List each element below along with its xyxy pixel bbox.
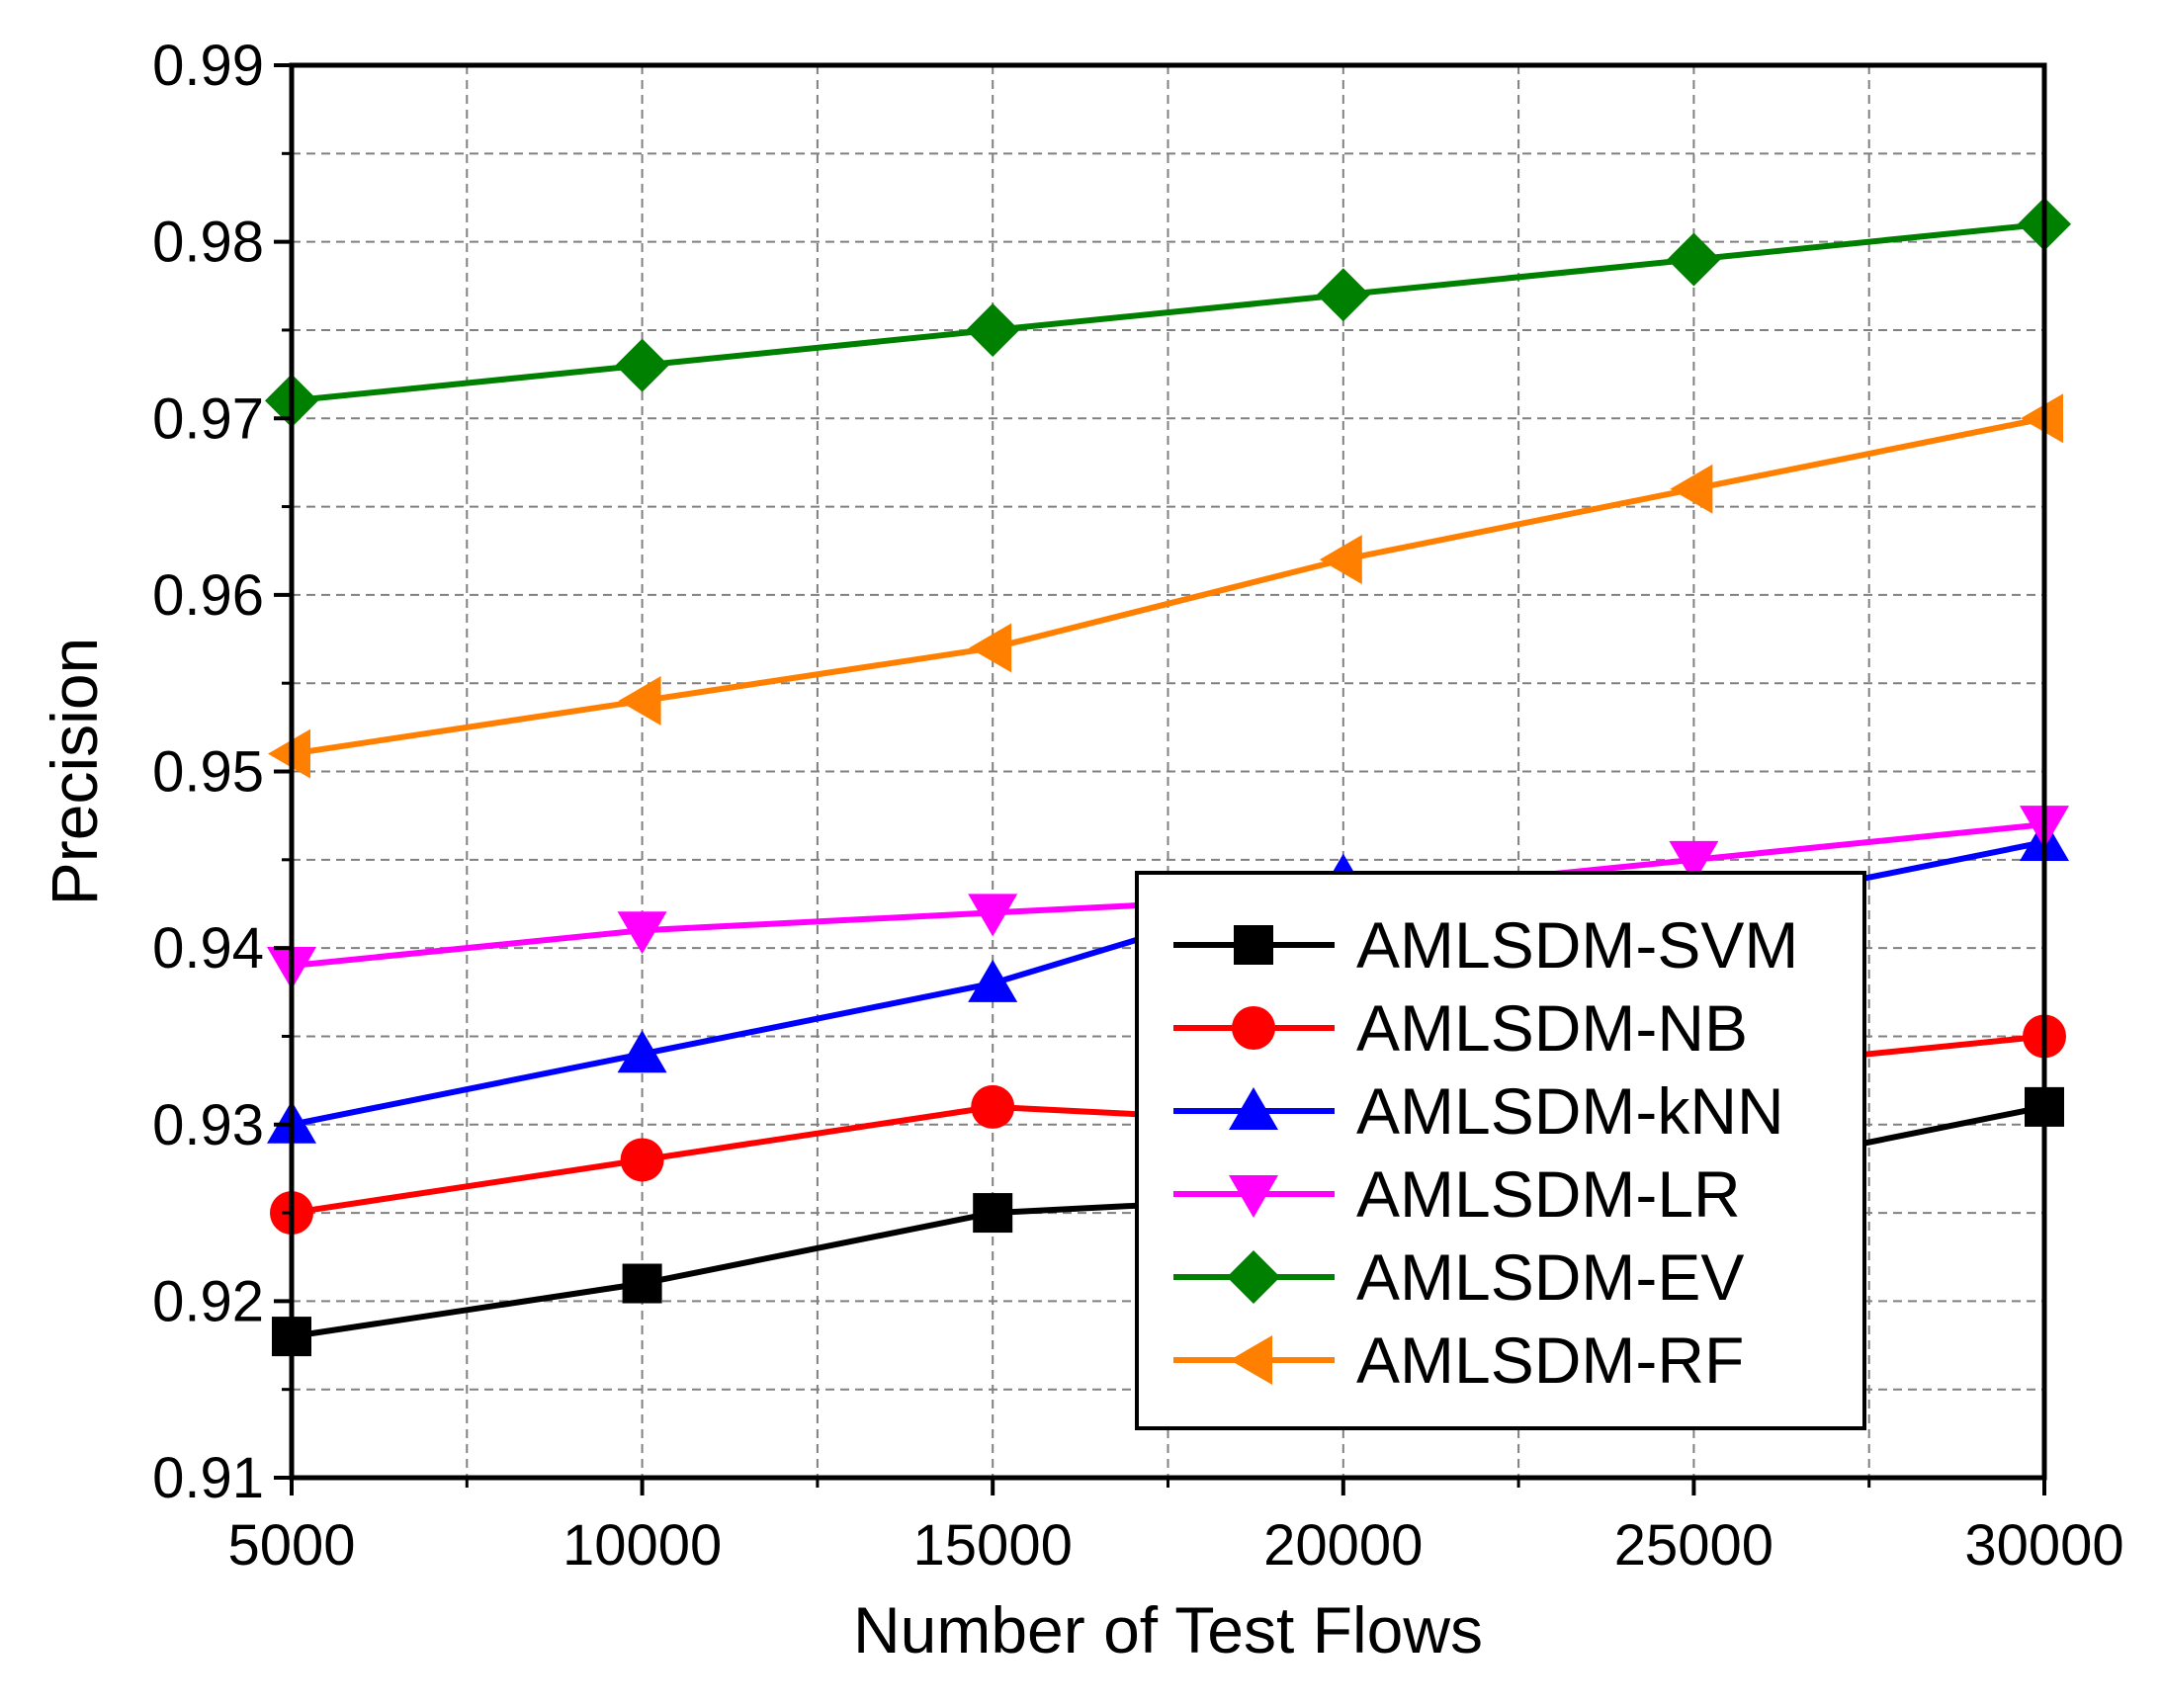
legend-label-amlsdm-knn: AMLSDM-kNN: [1356, 1074, 1784, 1148]
data-point-amlsdm-nb: [971, 1084, 1015, 1129]
x-tick-label: 30000: [1964, 1513, 2123, 1578]
legend-label-amlsdm-rf: AMLSDM-RF: [1356, 1324, 1744, 1397]
data-point-amlsdm-lr: [968, 894, 1018, 937]
y-tick-label: 0.93: [152, 1093, 264, 1157]
x-tick-label: 25000: [1614, 1513, 1773, 1578]
series-amlsdm-ev: [265, 197, 2071, 428]
legend-marker-amlsdm-nb: [1232, 1006, 1275, 1050]
data-point-amlsdm-nb: [620, 1138, 664, 1182]
x-tick-label: 20000: [1263, 1513, 1423, 1578]
legend-label-amlsdm-svm: AMLSDM-SVM: [1356, 908, 1798, 982]
y-tick-label: 0.95: [152, 740, 264, 805]
legend-label-amlsdm-lr: AMLSDM-LR: [1356, 1157, 1741, 1231]
series-amlsdm-rf: [268, 393, 2063, 779]
series-line-amlsdm-ev: [291, 220, 2045, 404]
data-point-amlsdm-svm: [973, 1193, 1013, 1234]
y-tick-label: 0.99: [152, 34, 264, 98]
legend-marker-amlsdm-lr: [1229, 1175, 1278, 1218]
data-point-amlsdm-rf: [618, 676, 661, 726]
series-line-amlsdm-rf: [291, 415, 2045, 757]
y-axis-title: Precision: [38, 638, 111, 905]
data-point-amlsdm-svm: [622, 1263, 662, 1304]
legend-box: [1135, 871, 1866, 1430]
data-point-amlsdm-rf: [1670, 464, 1713, 514]
y-tick-label: 0.94: [152, 916, 264, 981]
y-tick-label: 0.96: [152, 563, 264, 628]
data-point-amlsdm-knn: [968, 959, 1018, 1002]
x-axis-title: Number of Test Flows: [853, 1593, 1483, 1666]
x-tick-label: 10000: [562, 1513, 722, 1578]
legend-label-amlsdm-ev: AMLSDM-EV: [1356, 1240, 1744, 1314]
data-point-amlsdm-ev: [615, 338, 669, 392]
legend-marker-amlsdm-rf: [1230, 1335, 1272, 1385]
data-point-amlsdm-lr: [617, 911, 667, 955]
legend-marker-amlsdm-svm: [1234, 925, 1273, 965]
y-tick-label: 0.91: [152, 1446, 264, 1510]
y-tick-label: 0.97: [152, 386, 264, 451]
legend-label-amlsdm-nb: AMLSDM-NB: [1356, 991, 1748, 1065]
y-tick-label: 0.98: [152, 211, 264, 275]
y-tick-label: 0.92: [152, 1269, 264, 1333]
data-point-amlsdm-lr: [1669, 840, 1719, 884]
data-point-amlsdm-ev: [1316, 268, 1370, 322]
x-tick-label: 15000: [913, 1513, 1073, 1578]
data-point-amlsdm-ev: [1667, 232, 1721, 287]
axis-ticks: 5000 10000 15000 20000 25000 30000 0.91 0.92 0.9…: [152, 34, 2124, 1578]
legend-marker-amlsdm-knn: [1229, 1087, 1278, 1130]
data-point-amlsdm-rf: [969, 623, 1012, 673]
data-point-amlsdm-ev: [966, 302, 1020, 357]
x-tick-label: 5000: [227, 1513, 355, 1578]
legend-marker-amlsdm-ev: [1227, 1250, 1280, 1304]
legend: AMLSDM-SVM AMLSDM-NB AMLSDM-kNN AMLSDM-LR AM…: [1135, 871, 1866, 1430]
data-point-amlsdm-knn: [617, 1030, 667, 1073]
data-point-amlsdm-rf: [1319, 535, 1362, 585]
